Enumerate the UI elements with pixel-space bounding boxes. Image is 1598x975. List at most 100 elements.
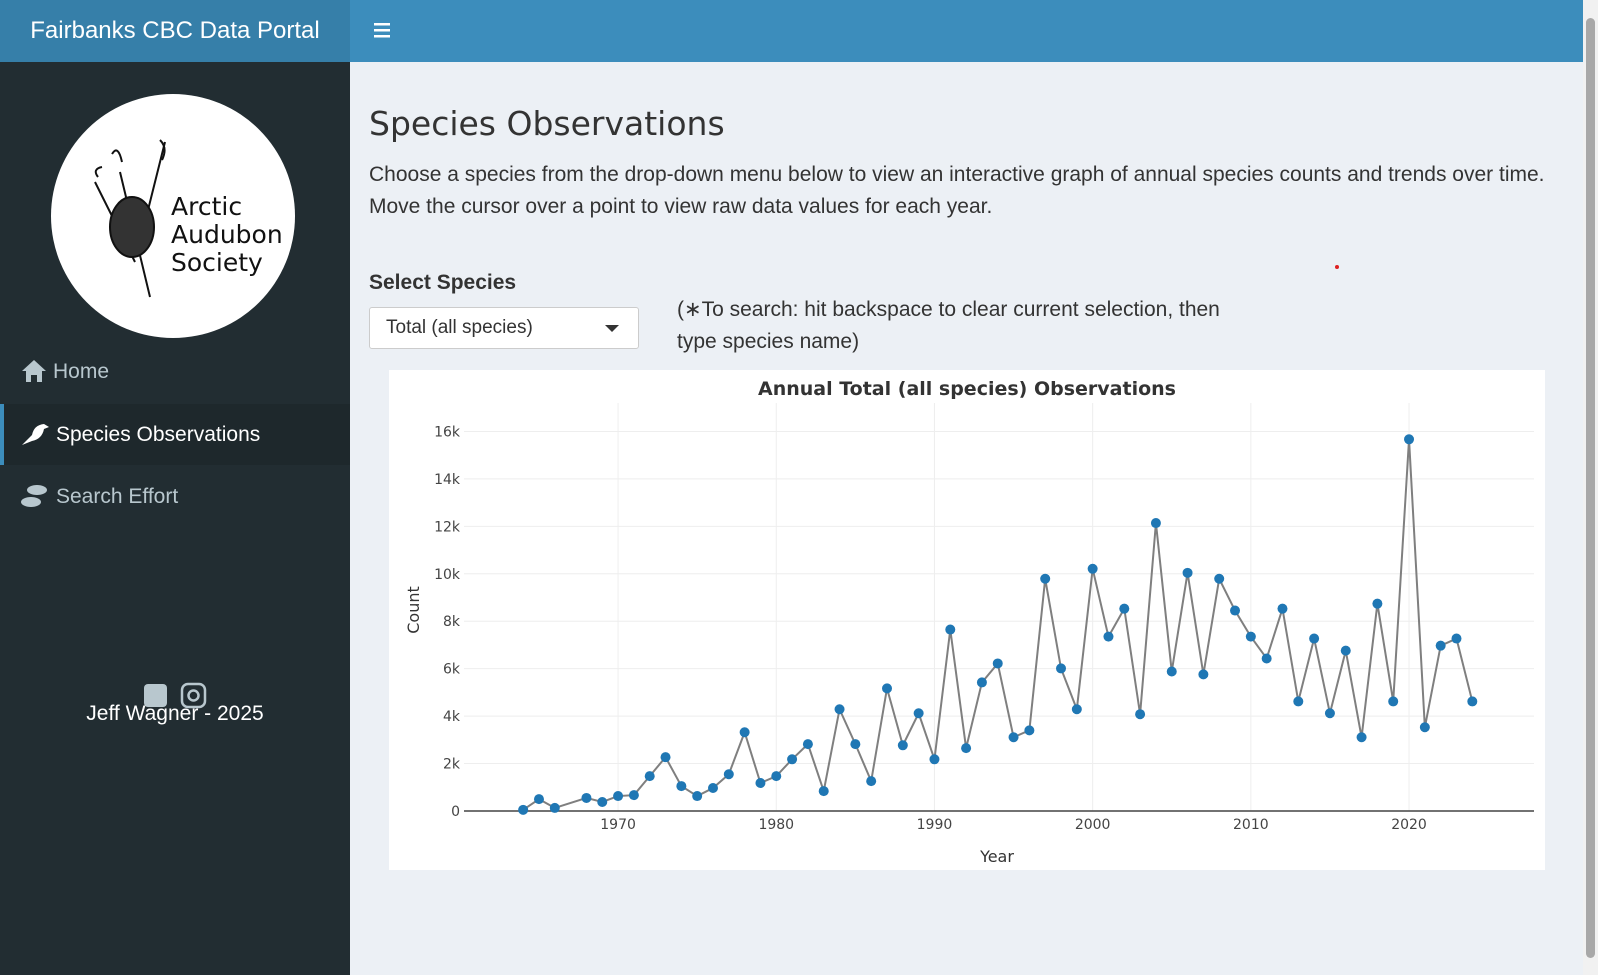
top-bar xyxy=(350,0,1583,62)
nav-label: Search Effort xyxy=(56,485,179,508)
point xyxy=(549,802,560,813)
point xyxy=(1324,708,1335,719)
facebook-icon[interactable] xyxy=(144,684,167,707)
y-tick-label: 6k xyxy=(443,662,461,678)
point xyxy=(1024,725,1035,736)
point xyxy=(802,739,813,750)
point xyxy=(913,708,924,719)
point xyxy=(1214,573,1225,584)
instagram-icon[interactable] xyxy=(180,682,207,709)
point xyxy=(771,771,782,782)
x-axis-label: Year xyxy=(979,847,1014,866)
y-tick-label: 12k xyxy=(434,519,461,535)
social-icons xyxy=(144,682,207,709)
point xyxy=(1404,434,1415,445)
logo-text: Audubon xyxy=(171,220,283,249)
species-select[interactable]: Total (all species) xyxy=(369,307,639,349)
y-tick-label: 4k xyxy=(443,709,461,725)
logo-text: Society xyxy=(171,248,263,277)
point xyxy=(850,739,861,750)
chart: Annual Total (all species) Observations … xyxy=(404,378,1534,866)
nav-effort[interactable]: Search Effort xyxy=(0,466,350,527)
point xyxy=(1135,709,1146,720)
x-tick-label: 1980 xyxy=(758,817,794,833)
scrollbar[interactable] xyxy=(1583,0,1598,975)
point xyxy=(1103,631,1114,642)
effort-icon xyxy=(21,485,47,507)
point xyxy=(1451,633,1462,644)
point xyxy=(834,704,845,715)
y-tick-label: 14k xyxy=(434,472,461,488)
point xyxy=(1293,696,1304,707)
point xyxy=(961,743,972,754)
point xyxy=(818,786,829,797)
point xyxy=(1372,598,1383,609)
y-tick-label: 0 xyxy=(451,804,460,820)
sidebar: Arctic Audubon Society Home Species Obse… xyxy=(0,62,350,975)
nav-label: Species Observations xyxy=(56,423,261,446)
point xyxy=(628,790,639,801)
bird-icon xyxy=(22,424,49,445)
point xyxy=(1435,640,1446,651)
y-tick-label: 2k xyxy=(443,757,461,773)
x-tick-label: 2000 xyxy=(1075,817,1111,833)
point xyxy=(945,624,956,635)
y-axis-label: Count xyxy=(404,586,423,634)
point xyxy=(897,740,908,751)
cursor-dot xyxy=(1335,265,1339,269)
point xyxy=(787,754,798,765)
point xyxy=(882,683,893,694)
point xyxy=(976,677,987,688)
point xyxy=(1356,732,1367,743)
point xyxy=(597,796,608,807)
point xyxy=(518,804,529,815)
point xyxy=(1166,666,1177,677)
point xyxy=(1182,567,1193,578)
point xyxy=(755,778,766,789)
point xyxy=(1277,603,1288,614)
x-tick-label: 1990 xyxy=(917,817,953,833)
point xyxy=(1261,653,1272,664)
y-tick-label: 10k xyxy=(434,567,461,583)
nav-label: Home xyxy=(53,360,110,383)
point xyxy=(1040,573,1051,584)
sidebar-footer: Jeff Wagner - 2025 xyxy=(86,702,264,725)
search-hint: (∗To search: hit backspace to clear curr… xyxy=(677,298,1220,353)
point xyxy=(1198,669,1209,680)
chart-container: Annual Total (all species) Observations … xyxy=(389,370,1545,870)
x-tick-label: 2010 xyxy=(1233,817,1269,833)
point xyxy=(1340,645,1351,656)
point xyxy=(1056,663,1067,674)
point xyxy=(1071,704,1082,715)
point xyxy=(1008,732,1019,743)
brand[interactable]: Fairbanks CBC Data Portal xyxy=(0,0,350,62)
point xyxy=(660,752,671,763)
point xyxy=(992,658,1003,669)
menu-toggle[interactable] xyxy=(367,0,397,62)
chart-title: Annual Total (all species) Observations xyxy=(758,378,1176,400)
page-title: Species Observations xyxy=(369,104,725,143)
point xyxy=(1419,722,1430,733)
logo: Arctic Audubon Society xyxy=(51,94,295,338)
point xyxy=(1309,633,1320,644)
point xyxy=(929,754,940,765)
y-tick-label: 8k xyxy=(443,614,461,630)
point xyxy=(644,771,655,782)
dropdown-arrow xyxy=(605,325,619,332)
point xyxy=(1467,696,1478,707)
point xyxy=(1087,563,1098,574)
select-label: Select Species xyxy=(369,271,517,294)
description: Choose a species from the drop-down menu… xyxy=(369,163,1545,218)
point xyxy=(1230,605,1241,616)
point xyxy=(739,727,750,738)
nav-species[interactable]: Species Observations xyxy=(0,404,350,465)
point xyxy=(581,792,592,803)
nav-home[interactable]: Home xyxy=(0,341,350,402)
point xyxy=(723,769,734,780)
point xyxy=(613,791,624,802)
point xyxy=(1150,518,1161,529)
select-value: Total (all species) xyxy=(386,317,533,338)
point xyxy=(692,791,703,802)
point xyxy=(1388,696,1399,707)
